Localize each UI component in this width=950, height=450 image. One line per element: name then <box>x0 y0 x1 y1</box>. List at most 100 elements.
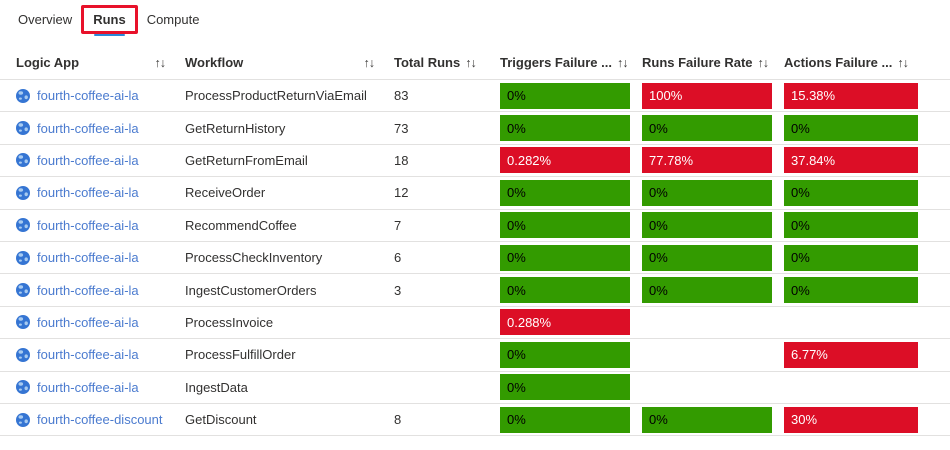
runs-failure-cell: 77.78% <box>642 147 784 174</box>
logic-app-cell: fourth-coffee-ai-la <box>16 380 185 395</box>
failure-rate-badge: 0% <box>500 374 630 401</box>
triggers-failure-cell: 0% <box>500 244 642 271</box>
col-label: Triggers Failure ... <box>500 55 612 70</box>
logic-app-cell: fourth-coffee-ai-la <box>16 218 185 233</box>
runs-failure-cell: 0% <box>642 212 784 239</box>
logic-app-icon <box>16 250 30 265</box>
col-header-logic-app[interactable]: Logic App ↑↓ <box>16 55 185 70</box>
failure-rate-badge: 0% <box>784 212 918 239</box>
runs-failure-cell: 0% <box>642 277 784 304</box>
col-label: Logic App <box>16 55 80 70</box>
sort-icon[interactable]: ↑↓ <box>757 55 769 70</box>
workflow-cell: ProcessCheckInventory <box>185 250 323 266</box>
triggers-failure-cell: 0% <box>500 374 642 401</box>
actions-failure-cell: 0% <box>784 179 950 206</box>
table-row: fourth-coffee-ai-la GetReturnHistory 73 0% 0… <box>0 112 950 145</box>
col-header-actions-failure[interactable]: Actions Failure ... ↑↓ <box>784 55 950 70</box>
logic-app-link[interactable]: fourth-coffee-ai-la <box>37 217 139 233</box>
col-header-triggers-failure[interactable]: Triggers Failure ... ↑↓ <box>500 55 642 70</box>
failure-rate-badge: 0% <box>500 179 630 206</box>
actions-failure-cell: 0% <box>784 277 950 304</box>
triggers-failure-cell: 0% <box>500 406 642 433</box>
sort-icon[interactable]: ↑↓ <box>465 55 476 70</box>
logic-app-cell: fourth-coffee-ai-la <box>16 88 185 103</box>
logic-app-icon <box>16 380 30 395</box>
triggers-failure-cell: 0% <box>500 212 642 239</box>
failure-rate-badge: 0% <box>500 406 630 433</box>
workflow-cell: IngestCustomerOrders <box>185 282 317 298</box>
failure-rate-badge: 0% <box>500 244 630 271</box>
table-row: fourth-coffee-ai-la GetReturnFromEmail 18 0… <box>0 145 950 178</box>
failure-rate-badge: 37.84% <box>784 147 918 174</box>
workflow-cell: GetReturnFromEmail <box>185 152 308 168</box>
runs-failure-cell: 0% <box>642 179 784 206</box>
logic-app-link[interactable]: fourth-coffee-ai-la <box>37 347 139 363</box>
logic-app-cell: fourth-coffee-ai-la <box>16 315 185 330</box>
runs-failure-cell: 0% <box>642 244 784 271</box>
table-row: fourth-coffee-discount GetDiscount 8 0% 0% 30… <box>0 404 950 437</box>
sort-icon[interactable]: ↑↓ <box>897 55 908 70</box>
actions-failure-cell: 0% <box>784 212 950 239</box>
workflow-cell: ProcessInvoice <box>185 314 274 330</box>
total-runs-cell: 3 <box>394 282 402 298</box>
actions-failure-cell: 37.84% <box>784 147 950 174</box>
actions-failure-cell: 0% <box>784 115 950 142</box>
logic-app-link[interactable]: fourth-coffee-ai-la <box>37 250 139 266</box>
workflow-cell: GetReturnHistory <box>185 120 286 136</box>
logic-app-icon <box>16 121 30 136</box>
failure-rate-badge: 0% <box>500 212 630 239</box>
actions-failure-cell: 15.38% <box>784 82 950 109</box>
logic-app-icon <box>16 283 30 298</box>
tab-overview[interactable]: Overview <box>18 11 73 27</box>
table-row: fourth-coffee-ai-la ProcessCheckInventory… <box>0 242 950 275</box>
logic-app-icon <box>16 412 30 427</box>
triggers-failure-cell: 0% <box>500 179 642 206</box>
logic-app-link[interactable]: fourth-coffee-ai-la <box>37 314 139 330</box>
table-row: fourth-coffee-ai-la ProcessFulfillOrder 0%… <box>0 339 950 372</box>
tab-runs[interactable]: Runs <box>81 4 138 36</box>
col-label: Workflow <box>185 55 244 70</box>
failure-rate-badge: 0% <box>642 212 772 239</box>
tab-bar: Overview Runs Compute <box>0 0 950 38</box>
logic-app-cell: fourth-coffee-ai-la <box>16 185 185 200</box>
logic-app-link[interactable]: fourth-coffee-ai-la <box>37 282 139 298</box>
runs-failure-cell: 0% <box>642 115 784 142</box>
logic-app-icon <box>16 153 30 168</box>
tab-compute[interactable]: Compute <box>146 11 200 27</box>
runs-table: Logic App ↑↓ Workflow ↑↓ Total Runs ↑↓ T… <box>0 46 950 437</box>
sort-icon[interactable]: ↑↓ <box>154 55 166 70</box>
logic-app-icon <box>16 88 30 103</box>
table-body: fourth-coffee-ai-la ProcessProductReturnV… <box>0 80 950 437</box>
failure-rate-badge: 100% <box>642 82 772 109</box>
col-header-total-runs[interactable]: Total Runs ↑↓ <box>394 55 500 70</box>
runs-failure-cell: 0% <box>642 406 784 433</box>
failure-rate-badge: 6.77% <box>784 341 918 368</box>
logic-app-link[interactable]: fourth-coffee-ai-la <box>37 185 139 201</box>
failure-rate-badge: 0% <box>642 244 772 271</box>
workflow-cell: RecommendCoffee <box>185 217 297 233</box>
logic-app-cell: fourth-coffee-ai-la <box>16 250 185 265</box>
col-header-runs-failure-rate[interactable]: Runs Failure Rate ↑↓ <box>642 55 784 70</box>
col-header-workflow[interactable]: Workflow ↑↓ <box>185 55 394 70</box>
sort-icon[interactable]: ↑↓ <box>616 55 628 70</box>
logic-app-link[interactable]: fourth-coffee-discount <box>37 412 163 428</box>
logic-app-cell: fourth-coffee-ai-la <box>16 283 185 298</box>
sort-icon[interactable]: ↑↓ <box>363 55 375 70</box>
logic-app-cell: fourth-coffee-ai-la <box>16 347 185 362</box>
total-runs-cell: 7 <box>394 217 402 233</box>
triggers-failure-cell: 0% <box>500 82 642 109</box>
logic-app-link[interactable]: fourth-coffee-ai-la <box>37 88 139 104</box>
logic-app-link[interactable]: fourth-coffee-ai-la <box>37 152 139 168</box>
triggers-failure-cell: 0% <box>500 115 642 142</box>
total-runs-cell: 73 <box>394 120 409 136</box>
failure-rate-badge: 0% <box>642 179 772 206</box>
runs-failure-cell: 100% <box>642 82 784 109</box>
failure-rate-badge: 0.288% <box>500 309 630 336</box>
logic-app-icon <box>16 185 30 200</box>
failure-rate-badge: 0% <box>500 115 630 142</box>
col-label: Actions Failure ... <box>784 55 893 70</box>
total-runs-cell: 6 <box>394 250 402 266</box>
logic-app-cell: fourth-coffee-ai-la <box>16 121 185 136</box>
logic-app-link[interactable]: fourth-coffee-ai-la <box>37 120 139 136</box>
logic-app-link[interactable]: fourth-coffee-ai-la <box>37 379 139 395</box>
